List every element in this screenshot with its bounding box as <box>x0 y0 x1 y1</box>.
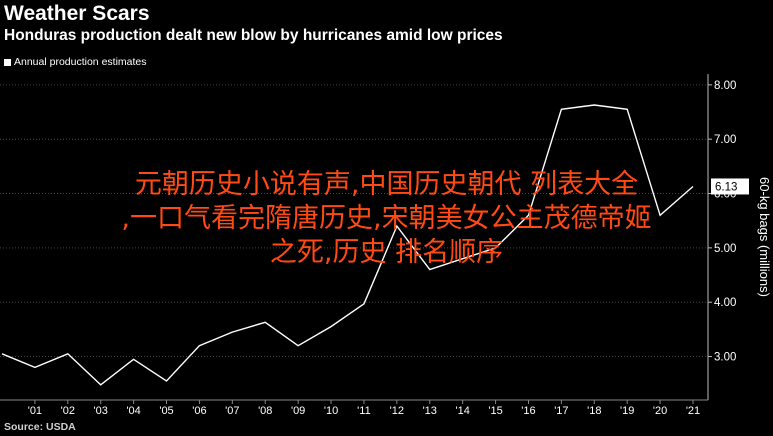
series-line <box>1 104 694 386</box>
legend-label: Annual production estimates <box>14 56 147 68</box>
x-tick-label: '18 <box>587 405 601 417</box>
chart-title: Weather Scars <box>4 2 150 25</box>
x-tick-label: '17 <box>554 405 568 417</box>
x-tick-label: '15 <box>488 405 502 417</box>
source-note: Source: USDA <box>4 421 76 433</box>
y-axis-title: 60-kg bags (millions) <box>757 177 772 297</box>
x-tick-label: '07 <box>225 405 239 417</box>
x-tick-label: '05 <box>159 405 173 417</box>
x-tick-label: '20 <box>653 405 667 417</box>
y-tick-label: 7.00 <box>714 134 736 146</box>
x-tick-label: '08 <box>258 405 272 417</box>
x-tick-label: '02 <box>61 405 75 417</box>
x-tick-label: '10 <box>324 405 338 417</box>
x-tick-label: '03 <box>94 405 108 417</box>
x-tick-label: '19 <box>620 405 634 417</box>
x-tick-label: '21 <box>686 405 700 417</box>
x-tick-label: '16 <box>521 405 535 417</box>
y-tick-label: 8.00 <box>714 80 736 92</box>
y-tick-label: 3.00 <box>714 352 736 364</box>
chart-subtitle: Honduras production dealt new blow by hu… <box>4 27 503 44</box>
legend-swatch <box>4 58 11 66</box>
x-tick-label: '13 <box>423 405 437 417</box>
x-tick-label: '12 <box>390 405 404 417</box>
x-tick-label: '04 <box>126 405 140 417</box>
y-tick-label: 5.00 <box>714 243 736 255</box>
last-value-badge <box>711 178 749 195</box>
y-tick-label: 4.00 <box>714 297 736 309</box>
x-tick-label: '14 <box>455 405 469 417</box>
x-tick-label: '11 <box>357 405 371 417</box>
x-tick-label: '01 <box>28 405 42 417</box>
x-tick-label: '09 <box>291 405 305 417</box>
x-tick-label: '06 <box>192 405 206 417</box>
last-value-label: 6.13 <box>715 181 737 193</box>
legend: Annual production estimates <box>4 56 147 68</box>
